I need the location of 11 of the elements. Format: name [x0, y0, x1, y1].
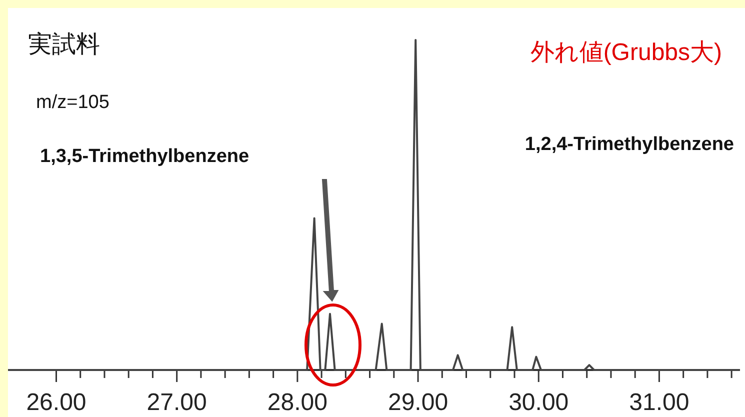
x-tick-label: 31.00: [629, 389, 690, 416]
x-tick-label: 29.00: [388, 389, 448, 416]
x-tick-label: 27.00: [146, 389, 207, 416]
annotation: 1,2,4-Trimethylbenzene: [524, 134, 734, 155]
x-tick-label: 30.00: [508, 389, 569, 416]
x-tick-label: 26.00: [26, 389, 86, 416]
x-tick-label: 28.00: [267, 389, 328, 416]
chart-title: 実試料: [28, 31, 100, 58]
annotation: 外れ値(Grubbs大): [530, 39, 722, 66]
annotation: 1,3,5-Trimethylbenzene: [40, 146, 250, 167]
text: m/z=105: [36, 92, 110, 113]
